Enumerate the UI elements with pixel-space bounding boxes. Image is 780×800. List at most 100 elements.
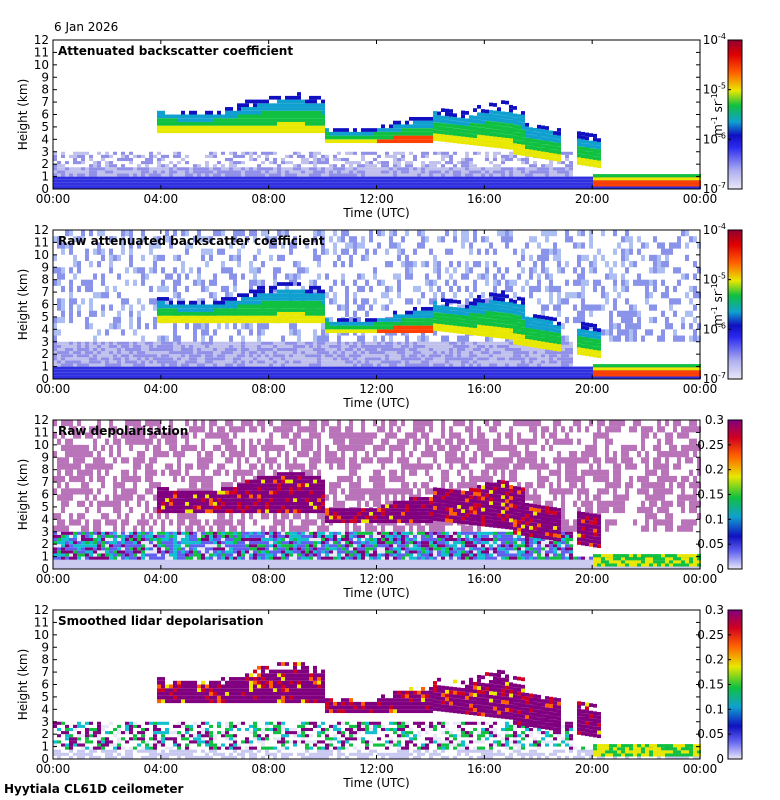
colorbar-unit-label: m-1 sr-1 <box>710 283 725 326</box>
y-tick-label: 8 <box>41 273 49 287</box>
y-tick-label: 5 <box>41 690 49 704</box>
y-tick-label: 5 <box>41 500 49 514</box>
x-tick-label: 00:00 <box>683 762 718 776</box>
colorbar-tick-label: 10-5 <box>703 272 726 287</box>
y-axis-label: Height (km) <box>16 459 30 530</box>
y-tick-label: 11 <box>34 45 49 59</box>
y-tick-label: 7 <box>41 475 49 489</box>
colorbar-tick-label: 0.15 <box>697 488 724 502</box>
x-tick-label: 08:00 <box>251 762 286 776</box>
y-tick-label: 10 <box>34 438 49 452</box>
x-tick-label: 04:00 <box>144 762 179 776</box>
colorbar-tick-label: 0.3 <box>705 603 724 617</box>
y-tick-label: 2 <box>41 537 49 551</box>
y-tick-label: 12 <box>34 603 49 617</box>
x-tick-label: 12:00 <box>359 382 394 396</box>
y-tick-label: 7 <box>41 285 49 299</box>
y-tick-label: 5 <box>41 310 49 324</box>
x-tick-label: 00:00 <box>36 762 71 776</box>
x-axis-label: Time (UTC) <box>342 206 409 220</box>
y-tick-label: 0 <box>41 752 49 766</box>
x-tick-label: 00:00 <box>36 192 71 206</box>
colorbar-tick-label: 10-6 <box>703 321 726 336</box>
colorbar-tick-label: 0.15 <box>697 678 724 692</box>
y-tick-label: 9 <box>41 450 49 464</box>
y-tick-label: 4 <box>41 322 49 336</box>
y-tick-label: 12 <box>34 223 49 237</box>
colorbar-tick-label: 0.25 <box>697 628 724 642</box>
colorbar-tick-label: 10-4 <box>703 222 726 237</box>
x-tick-label: 00:00 <box>36 382 71 396</box>
heatmap-texture <box>53 92 701 189</box>
y-tick-label: 3 <box>41 335 49 349</box>
y-tick-label: 1 <box>41 740 49 754</box>
colorbar-tick-label: 10-6 <box>703 131 726 146</box>
colorbar-tick-label: 0.2 <box>705 463 724 477</box>
y-tick-label: 10 <box>34 58 49 72</box>
colorbar-tick-label: 0 <box>716 562 724 576</box>
x-tick-label: 16:00 <box>467 192 502 206</box>
y-tick-label: 6 <box>41 108 49 122</box>
x-tick-label: 16:00 <box>467 382 502 396</box>
y-tick-label: 4 <box>41 702 49 716</box>
x-tick-label: 20:00 <box>575 382 610 396</box>
y-tick-label: 9 <box>41 260 49 274</box>
y-tick-label: 6 <box>41 488 49 502</box>
x-tick-label: 20:00 <box>575 572 610 586</box>
x-tick-label: 12:00 <box>359 192 394 206</box>
y-tick-label: 10 <box>34 628 49 642</box>
panel-title: Smoothed lidar depolarisation <box>58 614 264 628</box>
y-tick-label: 10 <box>34 248 49 262</box>
y-axis-label: Height (km) <box>16 79 30 150</box>
y-tick-label: 0 <box>41 182 49 196</box>
y-tick-label: 9 <box>41 640 49 654</box>
y-tick-label: 2 <box>41 727 49 741</box>
y-tick-label: 11 <box>34 425 49 439</box>
panel-title: Raw depolarisation <box>58 424 188 438</box>
colorbar-tick-label: 10-5 <box>703 82 726 97</box>
x-tick-label: 08:00 <box>251 572 286 586</box>
colorbar-tick-label: 10-4 <box>703 32 726 47</box>
x-tick-label: 16:00 <box>467 762 502 776</box>
plot-area <box>53 610 700 759</box>
y-tick-label: 8 <box>41 653 49 667</box>
heatmap-texture <box>53 662 701 759</box>
y-tick-label: 5 <box>41 120 49 134</box>
x-axis-label: Time (UTC) <box>342 776 409 790</box>
x-tick-label: 20:00 <box>575 762 610 776</box>
colorbar-tick-label: 0.1 <box>705 512 724 526</box>
x-tick-label: 04:00 <box>144 382 179 396</box>
colorbar-unit-label: m-1 sr-1 <box>710 93 725 136</box>
y-tick-label: 7 <box>41 665 49 679</box>
x-tick-label: 12:00 <box>359 572 394 586</box>
panel-title: Attenuated backscatter coefficient <box>58 44 293 58</box>
y-tick-label: 1 <box>41 360 49 374</box>
x-tick-label: 00:00 <box>683 382 718 396</box>
y-axis-label: Height (km) <box>16 269 30 340</box>
x-tick-label: 00:00 <box>36 572 71 586</box>
panel-title: Raw attenuated backscatter coefficient <box>58 234 325 248</box>
y-tick-label: 1 <box>41 170 49 184</box>
y-tick-label: 12 <box>34 413 49 427</box>
colorbar-tick-label: 0.2 <box>705 653 724 667</box>
colorbar-tick-label: 0.25 <box>697 438 724 452</box>
x-axis-label: Time (UTC) <box>342 396 409 410</box>
y-tick-label: 3 <box>41 145 49 159</box>
y-tick-label: 12 <box>34 33 49 47</box>
x-tick-label: 00:00 <box>683 192 718 206</box>
heatmap-texture <box>53 420 701 569</box>
footer-label: Hyytiala CL61D ceilometer <box>4 782 184 796</box>
y-tick-label: 0 <box>41 562 49 576</box>
y-tick-label: 3 <box>41 715 49 729</box>
y-tick-label: 4 <box>41 132 49 146</box>
y-axis-label: Height (km) <box>16 649 30 720</box>
x-tick-label: 16:00 <box>467 572 502 586</box>
x-axis-label: Time (UTC) <box>342 586 409 600</box>
colorbar <box>727 39 743 190</box>
y-tick-label: 8 <box>41 83 49 97</box>
y-tick-label: 11 <box>34 615 49 629</box>
colorbar-tick-label: 10-7 <box>703 371 726 386</box>
